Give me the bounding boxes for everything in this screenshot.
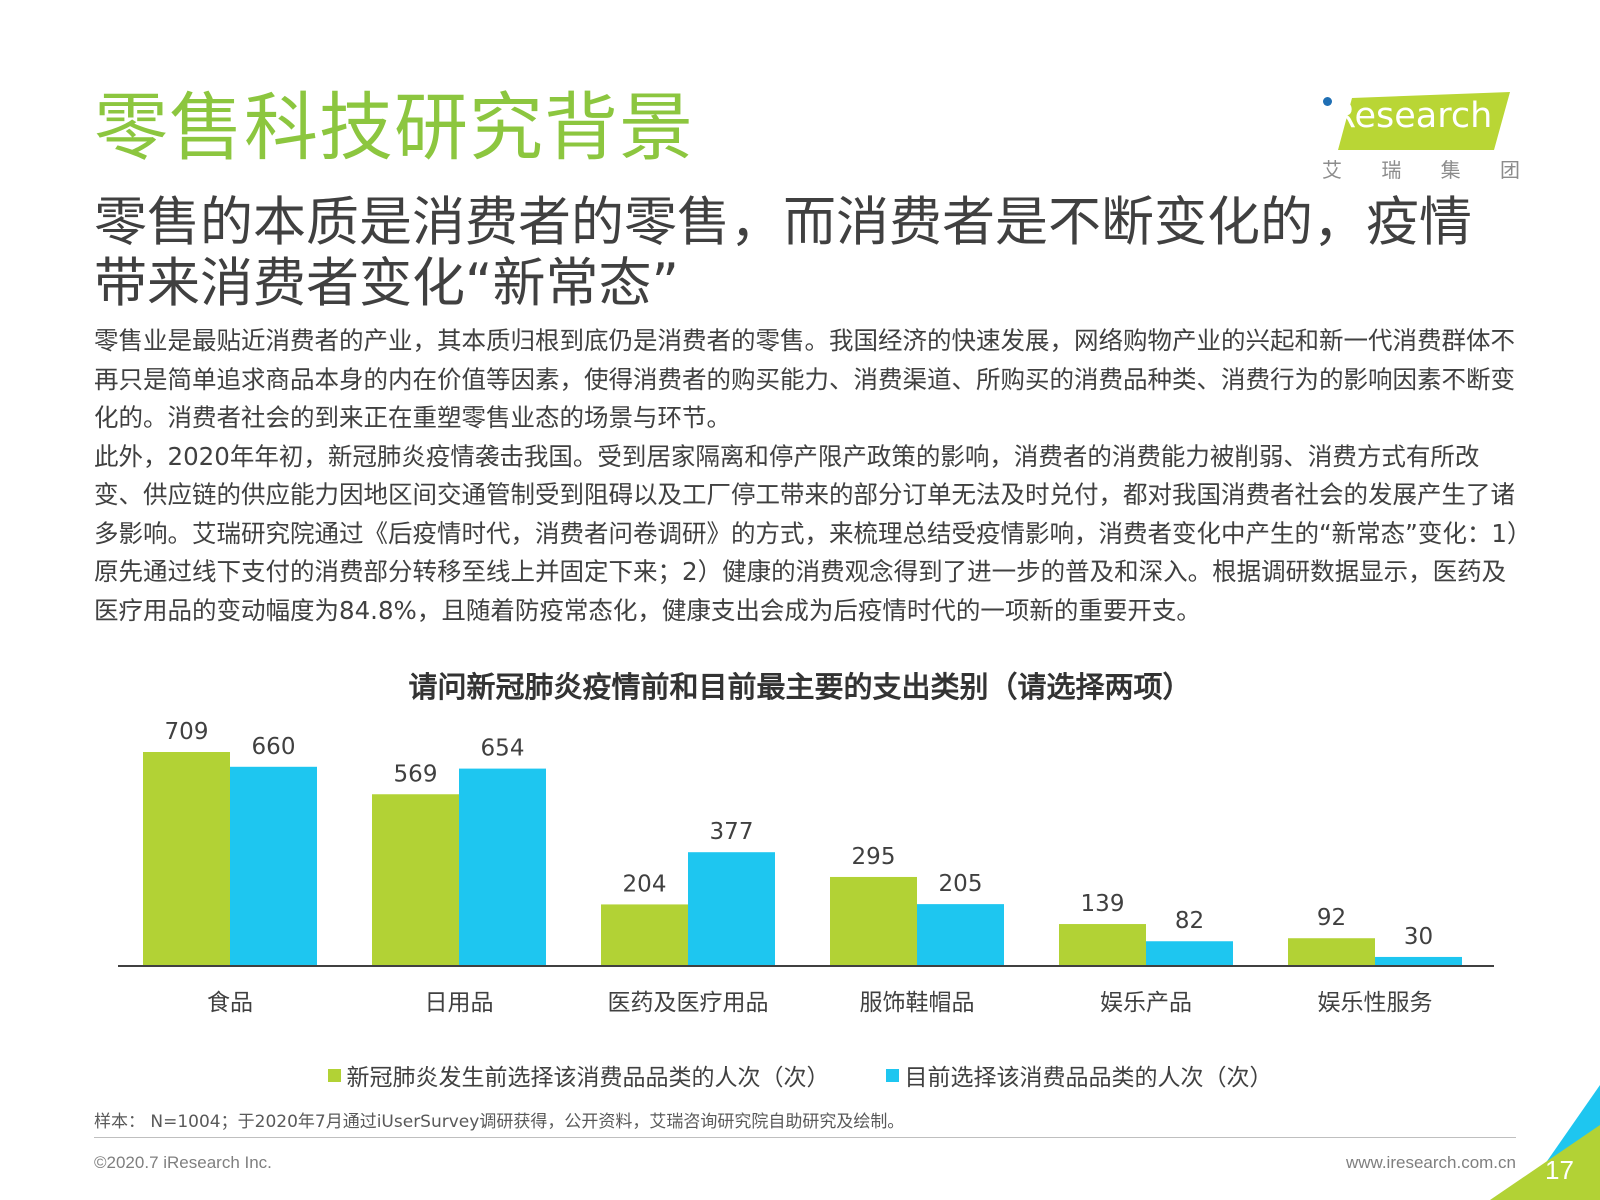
body-paragraph: 此外，2020年年初，新冠肺炎疫情袭击我国。受到居家隔离和停产限产政策的影响，消… [94, 441, 1520, 625]
data-label: 709 [165, 719, 209, 745]
logo-brand-text: iResearch [1322, 96, 1493, 136]
data-label: 204 [623, 871, 667, 897]
chart-title: 请问新冠肺炎疫情前和目前最主要的支出类别（请选择两项） [408, 670, 1192, 704]
data-label: 30 [1404, 924, 1433, 950]
bar [1146, 941, 1233, 966]
data-label: 295 [852, 844, 896, 870]
logo-chinese-name: 艾 瑞 集 团 [1322, 154, 1520, 183]
x-tick-label: 医药及医疗用品 [608, 990, 769, 1016]
logo-char: 艾 [1322, 158, 1342, 182]
data-label: 139 [1081, 891, 1125, 917]
bar-chart: 709 660 食品 569 654 日用品 204 377 医药及医疗用品 295 205 服饰鞋帽… [118, 719, 1494, 1016]
bar [1375, 956, 1462, 966]
legend-item-before: 新冠肺炎发生前选择该消费品品类的人次（次） [327, 1058, 830, 1092]
logo-char: 瑞 [1381, 158, 1402, 182]
logo-char: 团 [1499, 158, 1520, 182]
x-tick-label: 娱乐产品 [1100, 990, 1192, 1016]
footer-divider [94, 1137, 1516, 1138]
data-label: 205 [939, 871, 983, 897]
page-title: 零售科技研究背景 [94, 85, 694, 171]
legend-item-current: 目前选择该消费品品类的人次（次） [885, 1058, 1273, 1092]
legend-swatch [327, 1068, 341, 1082]
bar [1288, 938, 1375, 966]
bar [830, 876, 917, 966]
page-subtitle: 零售的本质是消费者的零售，而消费者是不断变化的，疫情带来消费者变化“新常态” [94, 192, 1472, 314]
page-number: 17 [1545, 1155, 1574, 1185]
bar [1059, 924, 1146, 966]
data-label: 82 [1175, 908, 1204, 934]
logo-char: 集 [1440, 158, 1461, 182]
chart-legend: 新冠肺炎发生前选择该消费品品类的人次（次） 目前选择该消费品品类的人次（次） [0, 1058, 1600, 1092]
legend-label: 目前选择该消费品品类的人次（次） [904, 1065, 1273, 1091]
data-label: 377 [710, 819, 754, 845]
x-tick-label: 食品 [207, 990, 253, 1016]
logo-dot-icon [1323, 97, 1332, 106]
data-label: 660 [252, 734, 296, 760]
copyright-text: ©2020.7 iResearch Inc. [94, 1153, 272, 1172]
iresearch-logo: iResearch 艾 瑞 集 团 [1322, 84, 1520, 184]
x-tick-label: 日用品 [425, 990, 494, 1016]
corner-decoration [1490, 1085, 1600, 1200]
data-label: 92 [1317, 905, 1346, 931]
data-label: 569 [394, 761, 438, 787]
body-text: 零售业是最贴近消费者的产业，其本质归根到底仍是消费者的零售。我国经济的快速发展，… [94, 322, 1524, 630]
body-paragraph: 零售业是最贴近消费者的产业，其本质归根到底仍是消费者的零售。我国经济的快速发展，… [94, 326, 1515, 432]
logo-badge-shape [1338, 92, 1510, 150]
data-label: 654 [481, 736, 525, 762]
legend-label: 新冠肺炎发生前选择该消费品品类的人次（次） [346, 1065, 830, 1091]
x-tick-label: 娱乐性服务 [1318, 990, 1433, 1016]
website-link[interactable]: www.iresearch.com.cn [1345, 1153, 1516, 1172]
x-tick-label: 服饰鞋帽品 [860, 990, 975, 1016]
bar [459, 768, 546, 966]
bar [917, 904, 1004, 966]
bar [688, 852, 775, 966]
bar [601, 904, 688, 966]
bar [372, 794, 459, 966]
bar [143, 752, 230, 966]
bar [230, 766, 317, 966]
source-note: 样本： N=1004；于2020年7月通过iUserSurvey调研获得，公开资… [94, 1112, 905, 1132]
legend-swatch [885, 1068, 899, 1082]
